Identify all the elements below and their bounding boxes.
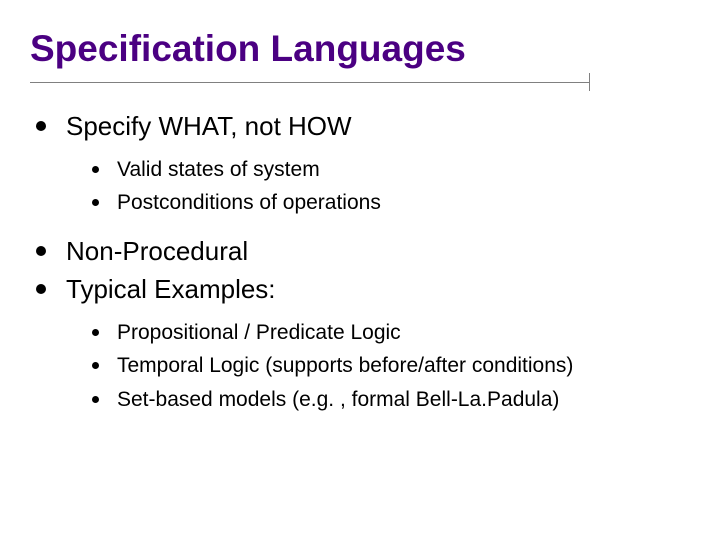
list-item-text: Temporal Logic (supports before/after co… (117, 352, 573, 380)
list-item-text: Valid states of system (117, 156, 320, 184)
bullet-icon (92, 396, 99, 403)
list-item: Valid states of system (92, 156, 692, 184)
bullet-icon (92, 199, 99, 206)
bullet-icon (36, 284, 46, 294)
slide-body: Specify WHAT, not HOW Valid states of sy… (36, 110, 692, 432)
list-item-text: Non-Procedural (66, 235, 248, 269)
bullet-icon (92, 166, 99, 173)
bullet-icon (92, 329, 99, 336)
list-item-text: Set-based models (e.g. , formal Bell-La.… (117, 386, 559, 414)
list-item: Specify WHAT, not HOW (36, 110, 692, 144)
bullet-icon (36, 121, 46, 131)
list-item-text: Postconditions of operations (117, 189, 381, 217)
list-item-text: Specify WHAT, not HOW (66, 110, 352, 144)
sublist: Propositional / Predicate Logic Temporal… (92, 319, 692, 414)
title-underline-tick (589, 73, 590, 91)
sublist: Valid states of system Postconditions of… (92, 156, 692, 218)
list-item: Typical Examples: (36, 273, 692, 307)
list-item: Propositional / Predicate Logic (92, 319, 692, 347)
list-item: Non-Procedural (36, 235, 692, 269)
title-underline (30, 82, 590, 83)
slide: Specification Languages Specify WHAT, no… (0, 0, 720, 540)
slide-title: Specification Languages (30, 28, 466, 70)
list-item: Temporal Logic (supports before/after co… (92, 352, 692, 380)
list-item-text: Propositional / Predicate Logic (117, 319, 401, 347)
list-item: Set-based models (e.g. , formal Bell-La.… (92, 386, 692, 414)
bullet-icon (36, 246, 46, 256)
list-item-text: Typical Examples: (66, 273, 276, 307)
list-item: Postconditions of operations (92, 189, 692, 217)
bullet-icon (92, 362, 99, 369)
